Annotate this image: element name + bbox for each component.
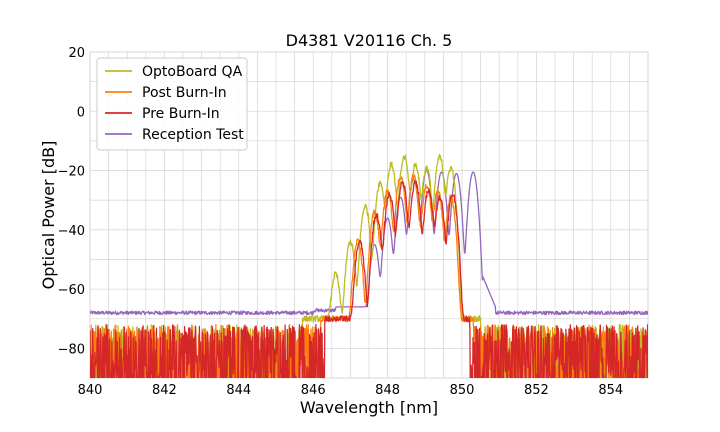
x-tick-label: 852 bbox=[524, 383, 549, 398]
y-tick-label: 0 bbox=[77, 105, 85, 120]
x-axis-title: Wavelength [nm] bbox=[300, 398, 438, 417]
legend-box bbox=[96, 57, 248, 151]
y-tick-label: −20 bbox=[58, 165, 85, 180]
legend-label: Pre Burn-In bbox=[142, 106, 220, 122]
x-tick-label: 848 bbox=[375, 383, 400, 398]
x-tick-label: 850 bbox=[450, 383, 475, 398]
legend-label: Reception Test bbox=[142, 127, 244, 143]
tick-labels: 840 842 844 846 848 850 852 854 20 0 −20 −40 −60 −80 bbox=[58, 46, 624, 398]
x-tick-label: 844 bbox=[226, 383, 251, 398]
x-tick-label: 842 bbox=[152, 383, 177, 398]
x-tick-label: 846 bbox=[301, 383, 326, 398]
chart-title: D4381 V20116 Ch. 5 bbox=[286, 31, 453, 50]
legend-label: OptoBoard QA bbox=[142, 64, 243, 80]
series-line-pre-burn-in bbox=[90, 180, 648, 378]
y-tick-label: 20 bbox=[68, 46, 85, 61]
x-tick-label: 840 bbox=[78, 383, 103, 398]
y-tick-label: −60 bbox=[58, 283, 85, 298]
series-layer bbox=[90, 153, 648, 378]
y-axis-title: Optical Power [dB] bbox=[39, 141, 58, 290]
y-tick-label: −40 bbox=[58, 224, 85, 239]
legend-label: Post Burn-In bbox=[142, 85, 227, 101]
y-tick-label: −80 bbox=[58, 342, 85, 357]
x-tick-label: 854 bbox=[598, 383, 623, 398]
legend: OptoBoard QA Post Burn-In Pre Burn-In Recep… bbox=[96, 57, 248, 151]
